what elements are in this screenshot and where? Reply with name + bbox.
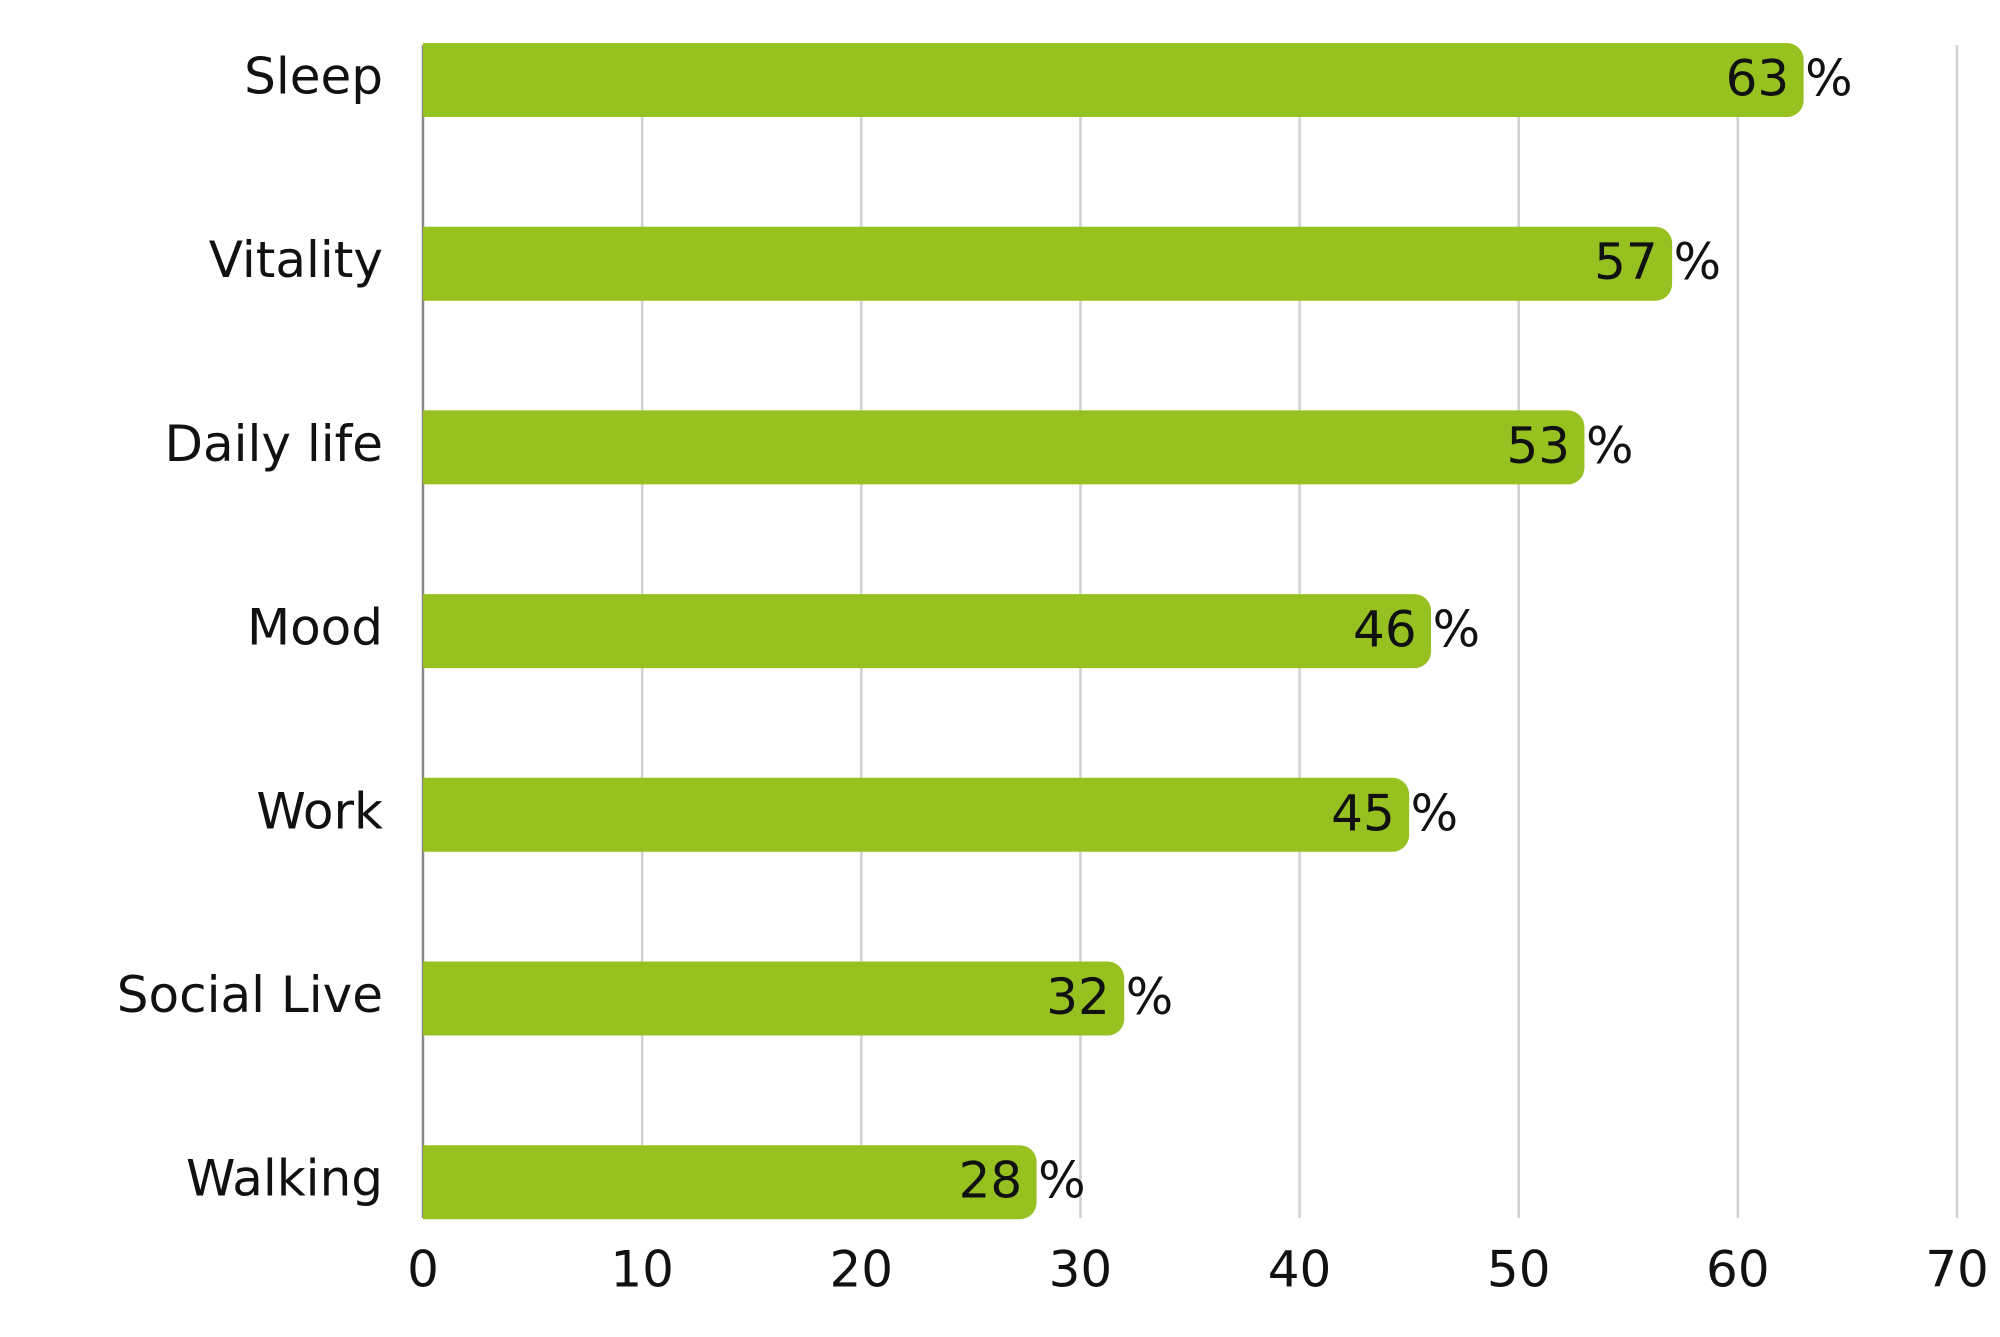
- y-tick-label: Work: [256, 782, 383, 840]
- x-tick-label: 40: [1268, 1241, 1332, 1299]
- y-tick-label: Daily life: [164, 415, 383, 473]
- y-tick-label: Social Live: [117, 966, 383, 1024]
- x-tick-label: 0: [407, 1241, 439, 1299]
- x-tick-label: 20: [829, 1241, 893, 1299]
- x-tick-label: 70: [1925, 1241, 1989, 1299]
- value-label: 57 %: [1594, 233, 1721, 291]
- y-tick-label: Mood: [247, 599, 383, 657]
- y-tick-label: Vitality: [209, 231, 383, 289]
- bar: [423, 777, 1410, 852]
- bar: [423, 594, 1432, 669]
- value-label: 28 %: [959, 1152, 1086, 1210]
- value-label: 45 %: [1331, 784, 1458, 842]
- x-tick-label: 50: [1487, 1241, 1551, 1299]
- y-tick-label: Sleep: [244, 48, 383, 106]
- y-tick-label: Walking: [186, 1150, 383, 1208]
- bar: [423, 226, 1673, 301]
- value-label: 53 %: [1506, 417, 1633, 475]
- x-tick-label: 30: [1049, 1241, 1113, 1299]
- value-label: 63 %: [1726, 50, 1853, 108]
- bar: [423, 410, 1585, 485]
- bar: [423, 1145, 1037, 1220]
- bar: [423, 43, 1804, 117]
- value-label: 46 %: [1353, 601, 1480, 659]
- bar: [423, 961, 1125, 1036]
- value-label: 32 %: [1046, 968, 1173, 1026]
- x-tick-label: 60: [1706, 1241, 1770, 1299]
- x-tick-label: 10: [610, 1241, 674, 1299]
